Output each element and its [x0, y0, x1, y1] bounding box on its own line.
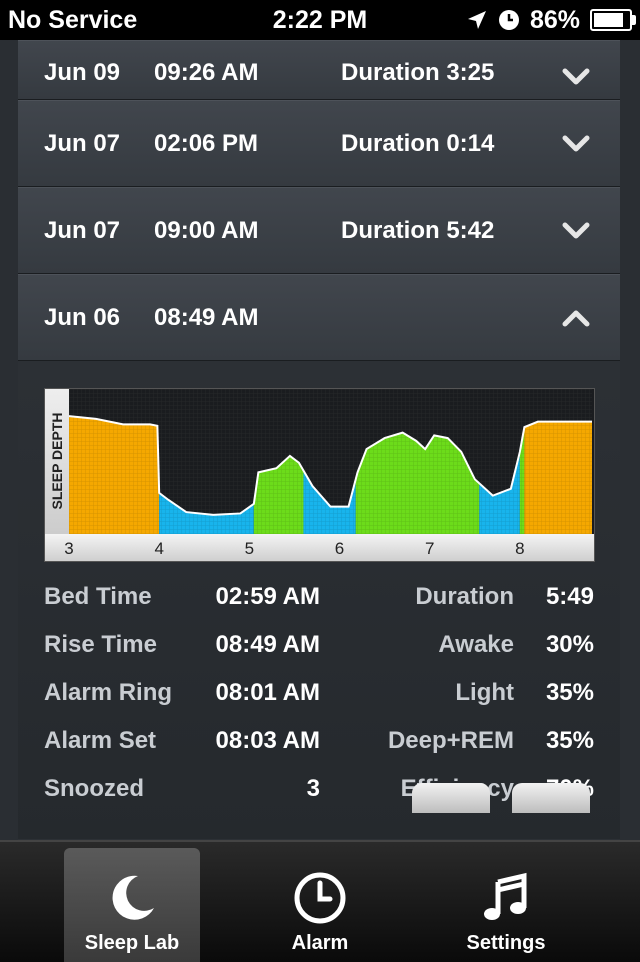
- sleep-chart: SLEEP DEPTH 3 4 5 6 7 8: [44, 388, 595, 562]
- session-time: 08:49 AM: [154, 303, 259, 331]
- session-row[interactable]: Jun 07 09:00 AM Duration 5:42: [18, 187, 620, 274]
- stat-label: Alarm Set: [44, 727, 157, 754]
- chevron-down-icon[interactable]: [562, 221, 590, 241]
- stat-value: 5:49: [545, 583, 594, 610]
- battery-level: [594, 13, 624, 27]
- tab-alarm[interactable]: Alarm: [252, 848, 388, 962]
- stats-table: Bed Time 02:59 AM Duration 5:49 Rise Tim…: [44, 583, 594, 823]
- session-time: 02:06 PM: [154, 129, 259, 157]
- session-duration: Duration 5:42: [341, 216, 495, 244]
- sleep-segment-texture: [519, 427, 525, 534]
- battery-percent: 86%: [529, 5, 580, 34]
- session-detail: SLEEP DEPTH 3 4 5 6 7 8 Bed Time 02:59 AM Dur…: [18, 361, 620, 839]
- clock-icon: [294, 872, 346, 924]
- stat-row: Rise Time 08:49 AM Awake 30%: [44, 631, 594, 679]
- x-axis-strip: [45, 534, 594, 561]
- session-row[interactable]: Jun 07 02:06 PM Duration 0:14: [18, 100, 620, 187]
- x-tick-label: 7: [424, 539, 435, 558]
- stat-label: Alarm Ring: [44, 679, 173, 706]
- stat-label: Deep+REM: [387, 727, 514, 754]
- x-tick-label: 3: [64, 539, 74, 558]
- session-time: 09:26 AM: [154, 59, 259, 86]
- stat-label: Rise Time: [44, 631, 157, 658]
- stat-label: Snoozed: [44, 775, 144, 802]
- tab-sleep-lab[interactable]: Sleep Lab: [64, 848, 200, 962]
- session-date: Jun 09: [44, 59, 121, 86]
- stat-label: Light: [455, 679, 514, 706]
- location-arrow-icon: [467, 11, 486, 29]
- chevron-down-icon[interactable]: [562, 134, 590, 154]
- sleep-segment-texture: [253, 455, 304, 534]
- tab-settings[interactable]: Settings: [438, 848, 574, 962]
- chevron-down-icon[interactable]: [562, 67, 590, 87]
- chevron-up-icon[interactable]: [562, 308, 590, 328]
- tab-bar: Sleep Lab Alarm Settings: [0, 840, 640, 962]
- sleep-segment-texture: [355, 432, 480, 534]
- x-tick-label: 5: [244, 539, 255, 558]
- sleep-segment-texture: [159, 492, 254, 534]
- action-button[interactable]: [412, 783, 490, 813]
- y-axis-strip: SLEEP DEPTH: [45, 389, 69, 534]
- moon-icon: [112, 875, 154, 920]
- sleep-chart-plot: [69, 389, 592, 534]
- status-bar: No Service 2:22 PM 86%: [0, 0, 640, 40]
- session-duration: Duration 0:14: [341, 129, 495, 157]
- session-duration: Duration 3:25: [341, 59, 495, 86]
- stat-label: Duration: [415, 583, 514, 610]
- x-tick-label: 4: [154, 539, 164, 558]
- stat-label: Awake: [438, 631, 514, 658]
- stat-row: Alarm Set 08:03 AM Deep+REM 35%: [44, 727, 594, 775]
- stat-row: Bed Time 02:59 AM Duration 5:49: [44, 583, 594, 631]
- stat-row: Alarm Ring 08:01 AM Light 35%: [44, 679, 594, 727]
- session-row-expanded[interactable]: Jun 06 08:49 AM: [18, 274, 620, 361]
- carrier-label: No Service: [8, 5, 138, 34]
- action-button[interactable]: [512, 783, 590, 813]
- stat-value: 35%: [545, 727, 594, 754]
- y-axis-label: SLEEP DEPTH: [49, 412, 65, 510]
- session-row[interactable]: Jun 09 09:26 AM Duration 3:25: [18, 40, 620, 100]
- tab-label: Alarm: [291, 932, 349, 954]
- music-note-icon: [484, 872, 527, 920]
- x-tick-label: 6: [334, 539, 345, 558]
- session-time: 09:00 AM: [154, 216, 259, 244]
- stat-value: 08:49 AM: [215, 631, 320, 658]
- stat-value: 3: [306, 775, 320, 802]
- sessions-list[interactable]: Jun 09 09:26 AM Duration 3:25 Jun 07 02:…: [18, 40, 620, 840]
- stat-value: 02:59 AM: [215, 583, 320, 610]
- sleep-segment-texture: [303, 470, 356, 534]
- stat-value: 08:03 AM: [215, 727, 320, 754]
- x-tick-label: 8: [515, 539, 525, 558]
- session-date: Jun 06: [44, 303, 121, 331]
- stat-value: 30%: [545, 631, 594, 658]
- sleep-depth-line: [69, 415, 592, 516]
- sleep-segment-texture: [479, 451, 520, 534]
- session-date: Jun 07: [44, 216, 121, 244]
- sleep-segment-texture: [524, 421, 592, 534]
- session-date: Jun 07: [44, 129, 121, 157]
- sleep-segment-texture: [69, 416, 160, 534]
- tab-label: Settings: [466, 932, 546, 954]
- battery-icon: [590, 9, 636, 31]
- alarm-clock-icon: [498, 10, 519, 30]
- stat-value: 35%: [545, 679, 594, 706]
- stat-label: Bed Time: [44, 583, 152, 610]
- tab-label: Sleep Lab: [84, 932, 180, 954]
- stat-value: 08:01 AM: [215, 679, 320, 706]
